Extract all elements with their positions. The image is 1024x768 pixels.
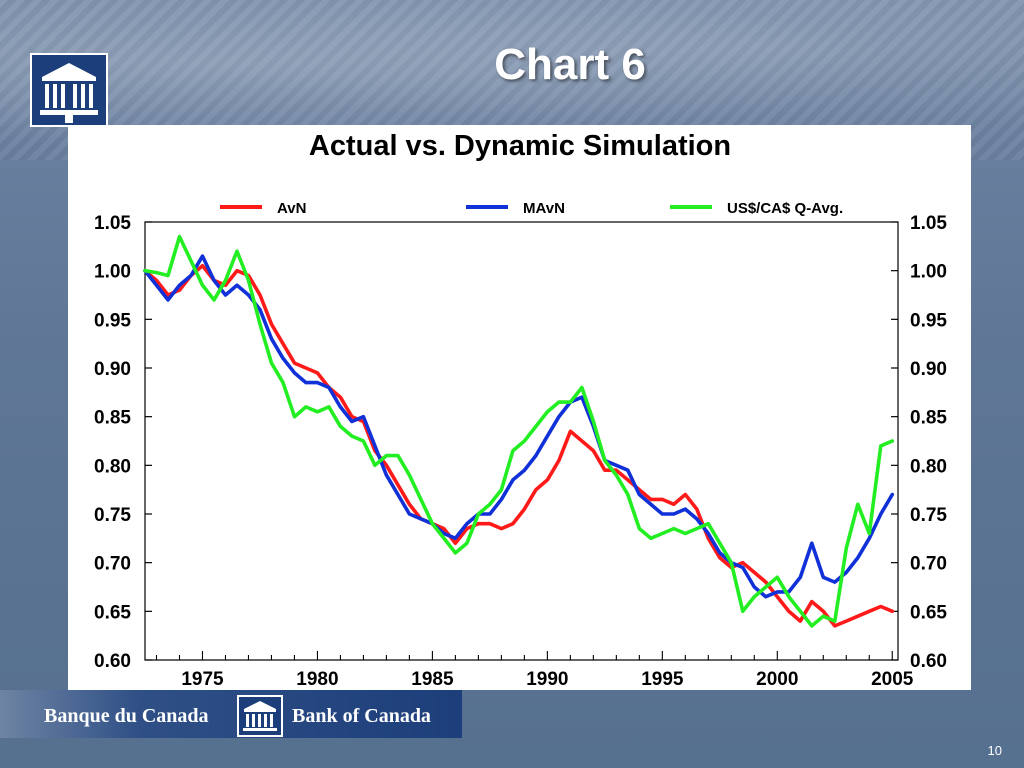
x-tick-label: 2005 (871, 669, 914, 690)
x-tick-label: 1975 (181, 669, 224, 690)
y-axis-right: 0.60 0.65 0.70 0.75 0.80 0.85 0.90 0.95 1.00 1.05 (910, 213, 947, 672)
y-tick-label-right: 0.95 (910, 310, 947, 331)
legend-label: US$/CA$ Q-Avg. (727, 200, 843, 217)
bank-building-icon (40, 63, 98, 123)
y-tick-label-right: 0.65 (910, 602, 947, 623)
y-tick-label-right: 0.75 (910, 505, 947, 526)
legend-label: AvN (277, 200, 306, 217)
y-tick-label-right: 1.05 (910, 213, 947, 234)
y-tick-label-right: 0.70 (910, 554, 947, 575)
series-lines (143, 234, 895, 628)
axis-ticks (145, 221, 898, 661)
y-tick-label-left: 0.60 (94, 651, 131, 672)
page-number: 10 (987, 743, 1002, 758)
y-tick-label-right: 0.85 (910, 408, 947, 429)
series-line-us-ca-q-avg- (143, 234, 895, 628)
y-tick-label-left: 0.85 (94, 408, 131, 429)
y-tick-label-right: 0.80 (910, 456, 947, 477)
x-tick-label: 2000 (756, 669, 798, 690)
y-tick-label-right: 0.60 (910, 651, 947, 672)
x-tick-label: 1995 (641, 669, 684, 690)
chart-title: Actual vs. Dynamic Simulation (309, 130, 731, 162)
y-tick-label-right: 0.90 (910, 359, 947, 380)
y-tick-label-left: 0.70 (94, 554, 131, 575)
x-tick-label: 1990 (526, 669, 568, 690)
y-axis-left: 0.60 0.65 0.70 0.75 0.80 0.85 0.90 0.95 1.00 1.05 (94, 213, 131, 672)
y-tick-label-left: 0.65 (94, 602, 131, 623)
bank-building-icon (243, 701, 277, 731)
line-chart: Actual vs. Dynamic Simulation AvN MAvN US$… (94, 130, 947, 690)
slide-title: Chart 6 (494, 40, 646, 89)
footer-bar: Banque du Canada Bank of Canada (0, 690, 462, 738)
footer-logo (237, 695, 283, 737)
footer-name-fr: Banque du Canada (44, 705, 209, 727)
x-axis: 1975 1980 1985 1990 1995 2000 2005 (181, 669, 913, 690)
y-tick-label-left: 0.95 (94, 310, 131, 331)
series-line-mavn (143, 254, 895, 599)
y-tick-label-left: 1.00 (94, 262, 131, 283)
footer-name-en: Bank of Canada (292, 705, 431, 727)
y-tick-label-right: 1.00 (910, 262, 947, 283)
y-tick-label-left: 0.80 (94, 456, 131, 477)
chart-panel: Actual vs. Dynamic Simulation AvN MAvN US$… (68, 125, 971, 690)
y-tick-label-left: 0.75 (94, 505, 131, 526)
x-tick-label: 1980 (296, 669, 338, 690)
y-tick-label-left: 1.05 (94, 213, 131, 234)
chart-legend: AvN MAvN US$/CA$ Q-Avg. (220, 200, 843, 217)
plot-area (144, 221, 899, 661)
legend-label: MAvN (523, 200, 565, 217)
bank-logo (30, 53, 108, 127)
y-tick-label-left: 0.90 (94, 359, 131, 380)
x-tick-label: 1985 (411, 669, 454, 690)
